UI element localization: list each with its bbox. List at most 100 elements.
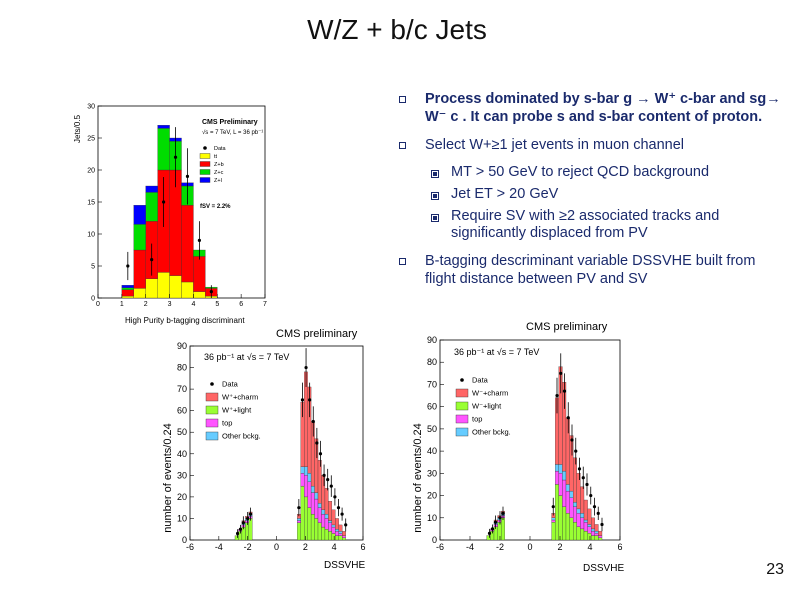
bullet-process: Process dominated by s-bar g → W⁺ c-bar … bbox=[395, 90, 785, 126]
bar-other-bckg- bbox=[565, 484, 570, 492]
y-tick-label: 70 bbox=[427, 379, 437, 389]
bar-w-charm bbox=[580, 486, 585, 514]
x-tick-label: 2 bbox=[557, 542, 562, 552]
bar-z-c bbox=[157, 128, 170, 171]
page-number: 23 bbox=[766, 561, 784, 578]
y-tick-label: 60 bbox=[177, 406, 187, 416]
bar-w-light bbox=[297, 522, 301, 541]
bullet-btag: B-tagging descriminant variable DSSVHE b… bbox=[395, 252, 785, 288]
bullet-square-icon bbox=[399, 258, 406, 265]
bar-top bbox=[297, 520, 301, 523]
data-point bbox=[592, 505, 597, 509]
x-tick-label: -4 bbox=[215, 542, 223, 552]
bar-w-light bbox=[317, 522, 322, 541]
bar-other-bckg- bbox=[335, 529, 339, 532]
bar-top bbox=[573, 506, 577, 523]
data-point bbox=[209, 290, 213, 294]
bullet-square-icon bbox=[399, 96, 406, 103]
bar-top bbox=[594, 533, 599, 536]
bar-other-bckg- bbox=[558, 464, 563, 474]
bar-w-light bbox=[310, 513, 315, 541]
chart2-ylabel: number of events/0.24 bbox=[162, 423, 174, 532]
bar-w-light bbox=[562, 506, 567, 541]
bar-top bbox=[497, 519, 502, 523]
data-point bbox=[322, 473, 326, 477]
x-tick-label: 4 bbox=[332, 542, 337, 552]
x-tick-label: -2 bbox=[496, 542, 504, 552]
data-point bbox=[300, 398, 305, 402]
data-point bbox=[304, 365, 308, 370]
y-tick-label: 25 bbox=[87, 135, 95, 142]
x-tick-label: 4 bbox=[587, 542, 592, 552]
x-tick-label: 2 bbox=[303, 542, 308, 552]
legend-label: W⁻+light bbox=[472, 402, 502, 411]
chart2-subtitle: 36 pb⁻¹ at √s = 7 TeV bbox=[204, 352, 289, 362]
bar-w-light bbox=[335, 535, 339, 541]
data-point bbox=[501, 511, 505, 515]
bar-w-charm bbox=[565, 417, 570, 485]
x-tick-label: -6 bbox=[436, 542, 444, 552]
legend-swatch bbox=[205, 431, 219, 441]
sub-bullet-et: Jet ET > 20 GeV bbox=[395, 186, 785, 203]
bar-w-light bbox=[501, 517, 505, 541]
y-tick-label: 60 bbox=[427, 402, 437, 412]
y-tick-label: 40 bbox=[427, 446, 437, 456]
bar-w-charm bbox=[587, 508, 592, 525]
bar-w-light bbox=[324, 529, 329, 541]
bar-w-light bbox=[576, 526, 581, 541]
sub-bullet-mt: MT > 50 GeV to reject QCD background bbox=[395, 164, 785, 181]
bar-w-charm bbox=[583, 499, 588, 521]
data-point bbox=[344, 523, 348, 527]
y-tick-label: 90 bbox=[177, 341, 187, 351]
bar-top bbox=[587, 526, 592, 534]
bjet-discriminant-plot: 0 1 2 3 4 5 6 7 0 5 10 15 20 25 30 CMS Preliminary √s … bbox=[70, 98, 280, 328]
chart3-title: CMS preliminary bbox=[526, 321, 608, 333]
bar-w-light bbox=[569, 517, 574, 541]
data-point bbox=[555, 393, 559, 398]
bar-w-light bbox=[591, 535, 595, 541]
bar-top bbox=[321, 513, 326, 528]
bar-other-bckg- bbox=[338, 531, 343, 534]
bar-w-light bbox=[342, 537, 346, 541]
bar-w-light bbox=[594, 535, 599, 541]
legend-label: Z+l bbox=[214, 178, 222, 184]
bar-w-charm bbox=[342, 531, 346, 536]
bar-w-light bbox=[245, 522, 249, 541]
sub-bullet-et-text: Jet ET > 20 GeV bbox=[451, 186, 559, 202]
data-point bbox=[498, 516, 502, 520]
bar-top bbox=[324, 518, 329, 530]
y-tick-label: 10 bbox=[177, 513, 187, 523]
bar-z-l bbox=[145, 185, 158, 193]
legend-label: top bbox=[472, 415, 482, 424]
bar-w-charm bbox=[314, 438, 319, 493]
bar-tt bbox=[181, 281, 194, 299]
bar-other-bckg- bbox=[591, 528, 595, 532]
bar-w-light bbox=[307, 507, 312, 541]
data-point bbox=[248, 512, 253, 516]
bar-other-bckg- bbox=[310, 485, 315, 493]
bar-other-bckg- bbox=[555, 464, 559, 472]
legend-data-marker bbox=[210, 382, 214, 386]
bar-w-light bbox=[565, 513, 570, 541]
legend-data-marker bbox=[203, 146, 207, 150]
legend-swatch bbox=[455, 414, 469, 424]
bar-w-charm bbox=[335, 518, 339, 530]
bar-top bbox=[562, 479, 567, 507]
bar-top bbox=[245, 520, 249, 523]
bar-w-light bbox=[551, 522, 556, 541]
chart1-subtitle: √s = 7 TeV, L = 36 pb⁻¹ bbox=[202, 129, 263, 136]
bar-w-light bbox=[300, 485, 305, 541]
data-point bbox=[197, 238, 201, 242]
y-tick-label: 10 bbox=[427, 513, 437, 523]
data-point bbox=[551, 505, 555, 509]
bar-other-bckg- bbox=[583, 519, 588, 523]
bar-other-bckg- bbox=[580, 513, 585, 518]
data-point bbox=[559, 371, 563, 375]
bar-top bbox=[565, 490, 570, 514]
x-tick-label: 6 bbox=[617, 542, 622, 552]
data-point bbox=[297, 506, 301, 510]
legend-swatch bbox=[199, 161, 211, 167]
bar-w-charm bbox=[328, 501, 333, 521]
